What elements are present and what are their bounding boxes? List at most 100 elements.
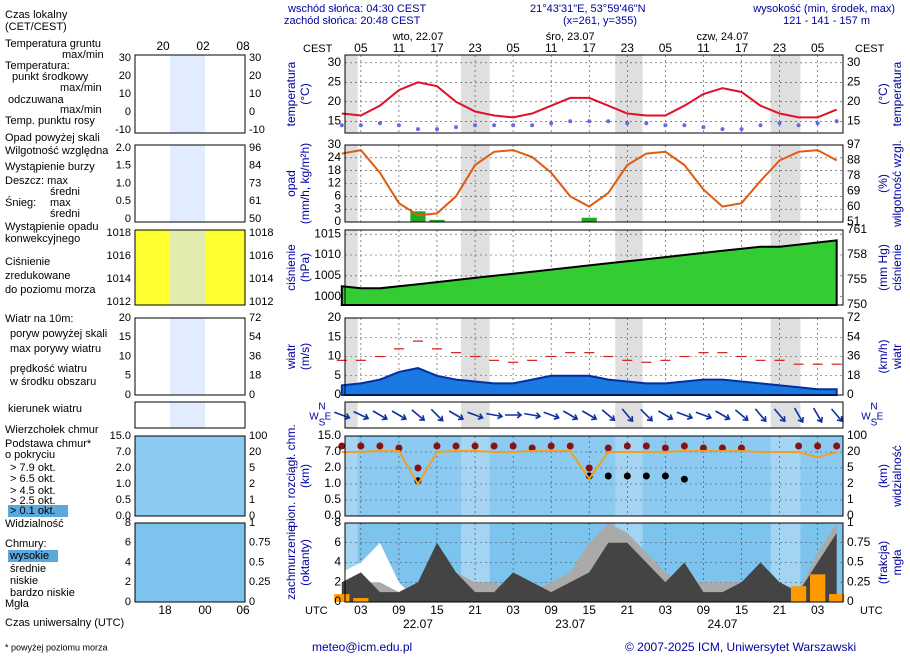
mini-band [170, 402, 205, 428]
y2-tick-label: 30 [847, 55, 861, 69]
x-tick-label-local: 11 [697, 41, 710, 55]
panel-bg [345, 55, 843, 133]
y-axis-label: temperatura [284, 61, 298, 126]
zone-bottom: UTC [860, 605, 883, 617]
wind-arrow [793, 407, 804, 424]
email[interactable]: meteo@icm.edu.pl [312, 640, 412, 654]
y2-tick-label: 20 [847, 94, 861, 108]
y-axis-label: wiatr [284, 344, 298, 370]
legend-text: max/min [62, 49, 104, 61]
legend-text: Temperatura: [5, 60, 70, 72]
point [815, 121, 820, 126]
y2-tick-label: 25 [847, 74, 861, 88]
y-tick-label: 8 [334, 515, 341, 529]
legend-text: w środku obszaru [9, 376, 96, 388]
mini-tick-label: 1 [249, 517, 255, 529]
mini-tick-label: 10 [119, 88, 131, 100]
mini-hour: 20 [156, 39, 170, 53]
mini-tick-label: 1012 [249, 296, 273, 308]
point [796, 123, 801, 128]
legend-text: max/min [60, 82, 102, 94]
x-tick-label-local: 17 [735, 41, 749, 55]
y2-axis-label: (%) [876, 174, 890, 193]
x-tick-label-utc: 09 [544, 603, 558, 617]
line [341, 450, 837, 486]
y2-axis-label: widzialność [890, 445, 904, 507]
point [718, 444, 726, 452]
coords: 21°43'31"E, 53°59'46"N [530, 3, 646, 15]
panel-bg [345, 145, 843, 222]
y-axis-label: (°C) [298, 83, 312, 104]
elevation-label: wysokość (min, środek, max) [752, 3, 895, 15]
night-band [461, 55, 490, 133]
mini-tick-label: 1012 [107, 296, 131, 308]
point [663, 123, 668, 128]
mini-frame [134, 54, 246, 134]
sunset: zachód słońca: 20:48 CEST [284, 15, 421, 27]
mini-band [170, 145, 205, 222]
legend-text: średni [50, 208, 80, 220]
mini-tick-label: 2 [125, 576, 131, 588]
point [606, 119, 611, 124]
mini-tick-label: 15.0 [110, 430, 131, 442]
area [341, 532, 837, 602]
mini-tick-label: 0.5 [116, 494, 131, 506]
bar [581, 217, 597, 222]
elevation: 121 - 141 - 157 m [783, 15, 870, 27]
compass: W [861, 412, 871, 423]
mini-tick-label: 0 [249, 596, 255, 608]
y2-tick-label: 750 [847, 297, 867, 311]
wind-arrow [334, 411, 351, 420]
legend-text: max/min [60, 104, 102, 116]
y-axis-label: ciśnienie [284, 244, 298, 291]
point [814, 442, 822, 450]
wind-arrow [391, 410, 408, 421]
y2-tick-label: 60 [847, 199, 861, 213]
mini-hour: 06 [236, 603, 250, 617]
mini-bg [135, 523, 245, 602]
zone-top: CEST [303, 43, 333, 55]
day-label: czw, 24.07 [696, 31, 748, 43]
mini-tick-label: 1.0 [116, 478, 131, 490]
mini-tick-label: 0 [125, 106, 131, 118]
wind-arrow [676, 411, 694, 420]
y-tick-label: 15.0 [318, 428, 342, 442]
y2-tick-label: 0.75 [847, 535, 871, 549]
wind-arrow [734, 409, 749, 421]
mini-frame [134, 522, 246, 603]
point [434, 127, 439, 132]
point [395, 444, 403, 452]
y-tick-label: 2 [334, 574, 341, 588]
y2-tick-label: 761 [847, 222, 867, 236]
x-tick-label-utc: 09 [392, 603, 406, 617]
legend-text: > 7.9 okt. [10, 462, 56, 474]
mini-tick-label: 50 [249, 213, 261, 225]
compass: W [309, 412, 319, 423]
wind-arrow [658, 410, 674, 421]
mini-tick-label: 20 [119, 312, 131, 324]
legend-text: Wystąpienie opadu [5, 221, 98, 233]
wind-arrow [505, 411, 523, 419]
legend-text: wysokie [9, 550, 49, 562]
y-tick-label: 3 [334, 201, 341, 215]
x-tick-label-local: 11 [393, 41, 406, 55]
y-tick-label: 4 [334, 555, 341, 569]
line [341, 81, 838, 119]
y-tick-label: 10 [328, 349, 342, 363]
point [833, 442, 841, 450]
mini-tick-label: 4 [125, 556, 131, 568]
y2-axis-label: (km) [876, 464, 890, 488]
zone-bottom: UTC [305, 605, 328, 617]
mini-band [170, 55, 205, 133]
mini-tick-label: 1.0 [116, 177, 131, 189]
mini-tick-label: 0.0 [116, 510, 131, 522]
wind-arrow [754, 408, 767, 423]
legend-text: > 2.5 okt. [10, 495, 56, 507]
point [680, 475, 688, 483]
point [549, 121, 554, 126]
point [644, 121, 649, 126]
y-tick-label: 24 [328, 150, 342, 164]
legend-text: o pokryciu [5, 449, 55, 461]
point [623, 472, 631, 480]
